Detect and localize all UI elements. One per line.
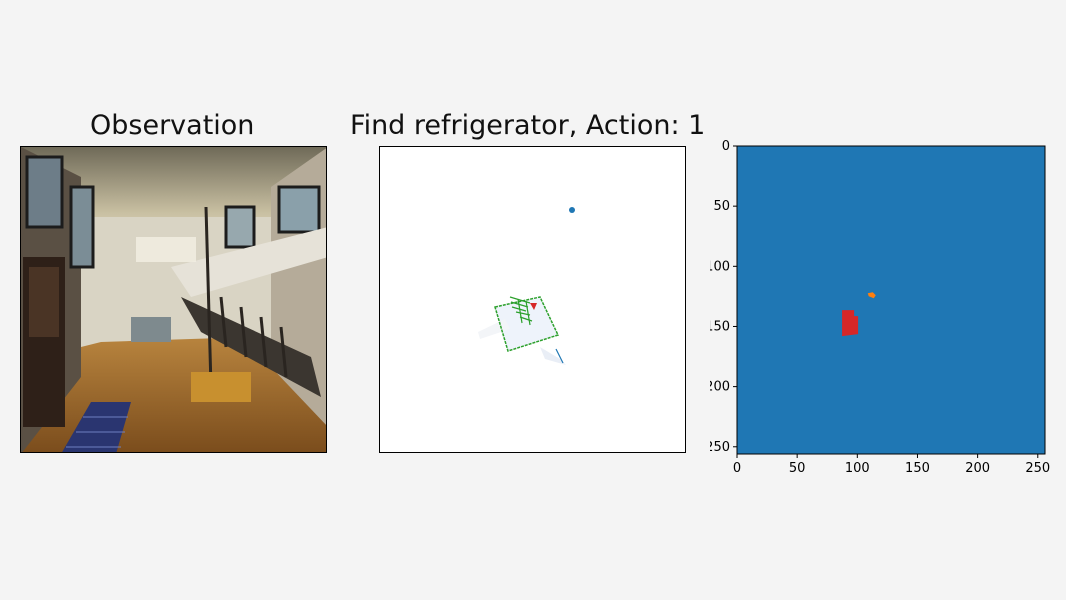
x-tick-label: 50 (789, 461, 806, 476)
segmentation-background (736, 145, 1046, 455)
explored-obstacles (509, 296, 564, 364)
y-tick-label: 200 (710, 380, 730, 395)
segmentation-region (842, 310, 859, 337)
map-title: Find refrigerator, Action: 1 (350, 110, 706, 141)
y-tick-label: 100 (710, 259, 730, 274)
segmentation-chart: 0 50 100 150 200 250 0 50 100 150 200 250 (710, 139, 1050, 476)
y-tick-label: 150 (710, 319, 730, 334)
semantic-map (379, 146, 686, 453)
agent-arrow (530, 303, 537, 310)
y-tick-label: 0 (722, 139, 730, 154)
x-tick-label: 250 (1025, 461, 1050, 476)
segmentation-region (867, 292, 876, 299)
y-tick-label: 50 (713, 199, 730, 214)
x-tick-label: 100 (845, 461, 870, 476)
x-tick-label: 0 (733, 461, 741, 476)
x-tick-label: 200 (965, 461, 990, 476)
observation-image (20, 146, 327, 453)
wall-outline (494, 296, 560, 352)
y-tick-label: 250 (710, 440, 730, 455)
explored-area (495, 297, 558, 351)
observation-title: Observation (90, 110, 255, 141)
goal-marker (569, 207, 575, 213)
x-tick-label: 150 (905, 461, 930, 476)
